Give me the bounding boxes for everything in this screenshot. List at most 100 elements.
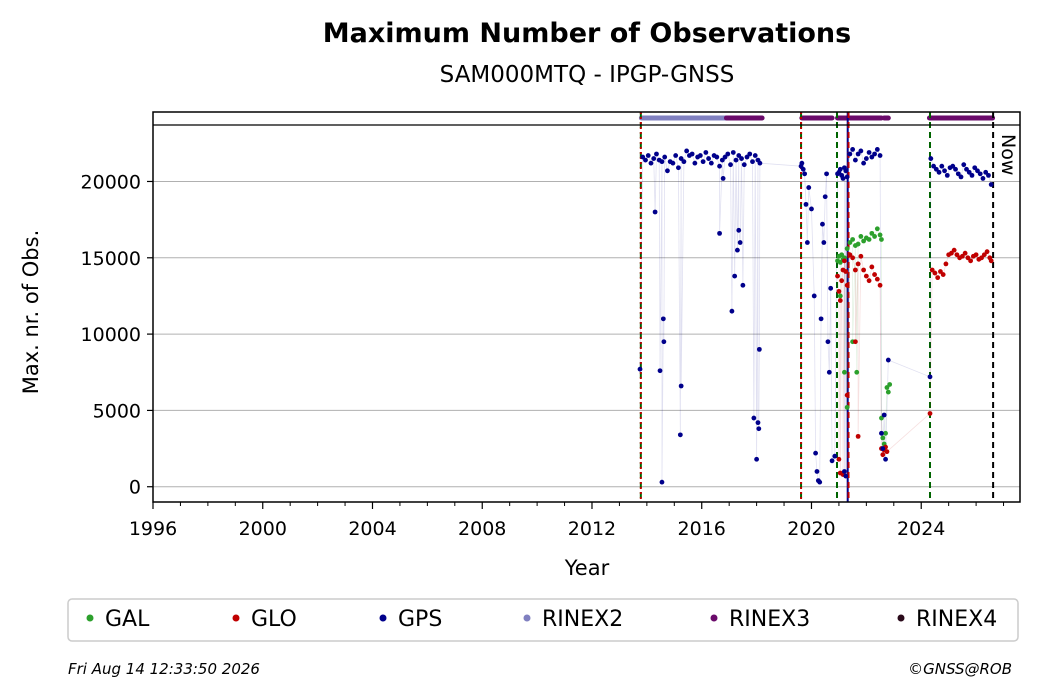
data-point-gal xyxy=(887,382,893,387)
data-point-gps xyxy=(988,182,994,187)
x-tick-label: 2020 xyxy=(787,518,835,540)
data-point-gps xyxy=(737,240,743,245)
data-point-gps xyxy=(877,153,883,158)
data-point-gps xyxy=(955,171,961,177)
data-point-gps xyxy=(953,166,958,172)
legend-label-gps: GPS xyxy=(398,607,442,632)
data-point-glo xyxy=(973,252,979,258)
data-point-glo xyxy=(855,433,861,439)
data-point-glo xyxy=(863,273,869,279)
data-point-gps xyxy=(717,230,722,236)
data-point-glo xyxy=(880,452,886,458)
data-point-gal xyxy=(847,240,853,245)
data-point-gps xyxy=(977,171,983,177)
data-point-gps xyxy=(961,162,967,168)
data-point-gps xyxy=(863,156,869,161)
data-point-gps xyxy=(814,469,820,474)
data-point-gps xyxy=(933,166,939,172)
data-point-gps xyxy=(662,154,668,160)
data-point-gps xyxy=(719,157,725,163)
data-point-gps xyxy=(842,469,847,474)
data-point-glo xyxy=(872,272,877,277)
data-point-gal xyxy=(837,293,843,299)
data-point-glo xyxy=(988,258,994,264)
plot-frame xyxy=(152,111,1021,503)
data-point-gps xyxy=(799,160,805,166)
data-point-glo xyxy=(932,270,938,276)
data-point-glo xyxy=(954,252,960,258)
data-point-gps xyxy=(708,160,714,166)
data-point-gps xyxy=(645,153,651,158)
data-point-gps xyxy=(931,163,936,169)
data-point-gal xyxy=(883,430,888,436)
data-point-gal xyxy=(869,230,875,236)
chart-subtitle: SAM000MTQ - IPGP-GNSS xyxy=(440,62,735,88)
data-point-gps xyxy=(661,339,667,345)
data-point-glo xyxy=(842,258,847,264)
data-point-gps xyxy=(678,383,684,389)
data-point-gal xyxy=(866,237,872,242)
data-point-gps xyxy=(654,151,659,157)
data-point-glo xyxy=(984,249,990,255)
data-point-gal xyxy=(839,252,845,258)
data-point-glo xyxy=(927,411,933,416)
data-point-gps xyxy=(736,153,742,158)
data-point-gps xyxy=(843,473,849,479)
data-point-gal xyxy=(844,246,850,252)
data-point-gps xyxy=(670,160,676,166)
data-point-gps xyxy=(735,247,740,253)
data-point-glo xyxy=(935,275,941,281)
data-point-gps xyxy=(824,171,829,177)
data-point-glo xyxy=(965,255,971,261)
data-point-gps xyxy=(983,169,989,175)
legend-label-rinex3: RINEX3 xyxy=(729,607,810,632)
legend-marker-glo xyxy=(232,614,240,622)
data-point-gps xyxy=(640,154,646,160)
data-point-gps xyxy=(880,446,886,451)
data-point-gps xyxy=(692,160,698,166)
data-point-gps xyxy=(958,174,964,180)
data-point-gps xyxy=(754,456,760,462)
data-point-gal xyxy=(872,234,877,239)
data-point-gal xyxy=(850,237,856,242)
data-point-glo xyxy=(968,258,974,264)
series-line-glo xyxy=(837,249,992,475)
data-point-gps xyxy=(732,273,738,279)
data-point-gps xyxy=(720,176,726,181)
data-point-gps xyxy=(733,157,739,163)
data-point-gps xyxy=(651,156,657,161)
legend-marker-gps xyxy=(379,614,387,622)
data-point-gps xyxy=(852,157,858,163)
data-point-gps xyxy=(817,479,823,485)
data-point-gps xyxy=(736,227,742,233)
legend-marker-rinex3 xyxy=(710,614,718,622)
data-point-glo xyxy=(836,456,842,462)
data-point-gps xyxy=(678,156,684,161)
data-point-glo xyxy=(844,282,850,288)
data-point-gps xyxy=(828,285,834,291)
data-point-gps xyxy=(980,176,986,181)
data-point-gps xyxy=(969,172,975,178)
data-point-gps xyxy=(939,163,945,169)
data-point-gps xyxy=(927,374,933,380)
data-point-gps xyxy=(747,151,753,157)
legend-marker-rinex2 xyxy=(523,614,531,622)
data-point-gps xyxy=(744,154,750,160)
data-point-gps xyxy=(703,150,709,155)
data-point-gal xyxy=(858,234,864,239)
data-point-gal xyxy=(879,237,884,242)
data-point-gps xyxy=(872,151,877,157)
data-point-gps xyxy=(809,206,814,212)
legend-label-rinex4: RINEX4 xyxy=(916,607,997,632)
data-point-gps xyxy=(869,154,875,160)
data-point-gps xyxy=(942,168,947,174)
data-point-gps xyxy=(757,160,763,166)
data-point-gps xyxy=(855,151,861,157)
data-point-gal xyxy=(844,404,850,410)
data-point-gps xyxy=(928,156,934,161)
data-point-gps xyxy=(950,163,956,169)
data-point-gps xyxy=(975,168,980,174)
legend-label-gal: GAL xyxy=(105,607,150,632)
y-tick-label: 0 xyxy=(129,477,141,499)
